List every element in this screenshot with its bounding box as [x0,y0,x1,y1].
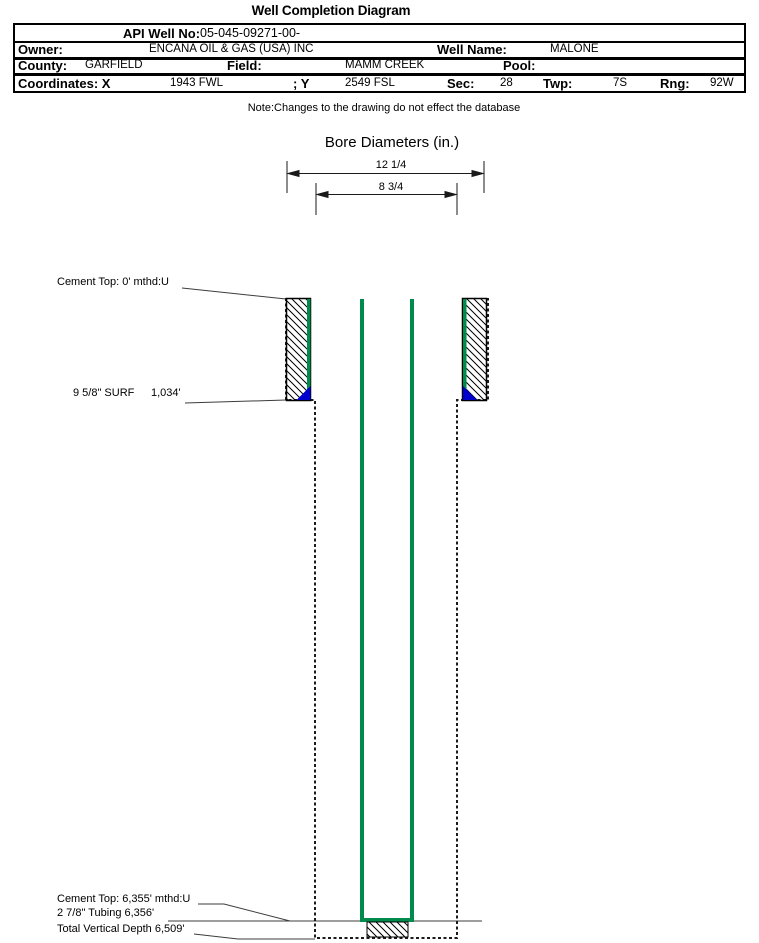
bottom-cement-plug [366,921,409,938]
rng-label: Rng: [660,76,690,91]
well-info-table: API Well No: 05-045-09271-00- Owner: ENC… [13,23,746,93]
rng-value: 92W [710,76,734,89]
field-label: Field: [227,58,262,73]
cement-top-surface-leader [181,287,287,300]
table-row-api: API Well No: 05-045-09271-00- [15,25,744,41]
pool-label: Pool: [503,58,536,73]
tubing-wall-right [410,299,414,922]
surface-casing-depth-label: 1,034' [151,387,181,399]
api-well-no-value: 05-045-09271-00- [200,25,301,40]
total-vertical-depth-label: Total Vertical Depth 6,509' [57,923,185,935]
tvd-leader [193,933,315,940]
page-title: Well Completion Diagram [251,3,411,18]
surface-casing-pipe-left [307,299,311,400]
twp-label: Twp: [543,76,573,91]
inner-bore-dimension [315,183,458,215]
outer-bore-diameter-value: 12 1/4 [375,159,407,171]
coordinate-x-value: 1943 FWL [170,76,224,89]
tubing-bottom [360,918,414,922]
owner-value: ENCANA OIL & GAS (USA) INC [149,42,314,55]
cement-top-bottom-leader [198,903,291,922]
table-row-county: County: GARFIELD Field: MAMM CREEK Pool: [15,57,744,73]
leader-lines [168,287,482,940]
sec-label: Sec: [447,76,475,91]
well-name-value: MALONE [550,42,599,55]
api-well-no-label: API Well No: [123,26,201,41]
cement-top-surface-label: Cement Top: 0' mthd:U [57,276,169,288]
database-note: Note:Changes to the drawing do not effec… [247,102,521,114]
casing-shoe-right [463,386,477,400]
county-label: County: [18,58,68,73]
casing-shoe-left [296,386,311,400]
bore-diameters-heading: Bore Diameters (in.) [324,134,460,151]
inner-bore-diameter-value: 8 3/4 [378,181,404,193]
outer-bore-dimension [286,161,485,193]
cement-top-bottom-label: Cement Top: 6,355' mthd:U [57,893,191,905]
surface-casing-label: 9 5/8" SURF [73,387,135,399]
sec-value: 28 [500,76,513,89]
field-value: MAMM CREEK [345,58,425,71]
coordinate-y-value: 2549 FSL [345,76,395,89]
county-value: GARFIELD [85,58,143,71]
coordinate-y-label: ; Y [293,76,310,91]
surface-casing-cement-left [285,297,312,402]
owner-label: Owner: [18,42,63,57]
surface-casing-pipe-right [463,299,467,400]
table-row-owner: Owner: ENCANA OIL & GAS (USA) INC Well N… [15,41,744,57]
well-name-label: Well Name: [437,42,507,57]
twp-value: 7S [613,76,628,89]
tubing-depth-label: 2 7/8" Tubing 6,356' [57,907,155,919]
tubing-wall-left [360,299,364,922]
surface-casing-leader [184,399,287,404]
coordinates-label: Coordinates: X [18,76,111,91]
table-row-coordinates: Coordinates: X 1943 FWL ; Y 2549 FSL Sec… [15,73,744,91]
borehole-wall [285,298,489,939]
